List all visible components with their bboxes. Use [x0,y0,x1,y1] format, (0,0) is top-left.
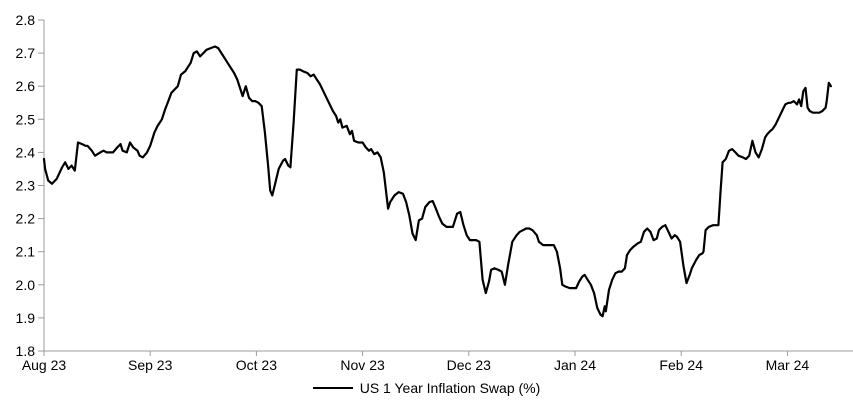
y-tick-label: 2.7 [16,45,36,61]
y-tick-label: 2.2 [16,211,36,227]
y-tick-label: 2.0 [16,277,36,293]
x-tick-label: Mar 24 [766,357,810,373]
x-tick-label: Feb 24 [659,357,703,373]
x-tick-label: Aug 23 [22,357,67,373]
y-tick-label: 2.4 [16,144,36,160]
legend-label: US 1 Year Inflation Swap (%) [359,380,541,396]
y-tick-label: 2.8 [16,12,36,28]
x-tick-label: Nov 23 [340,357,385,373]
y-tick-label: 2.3 [16,178,36,194]
y-tick-label: 2.6 [16,78,36,94]
legend-line-marker [312,387,353,389]
legend: US 1 Year Inflation Swap (%) [0,378,853,398]
y-tick-label: 1.9 [16,310,36,326]
inflation-swap-series-line [42,45,833,318]
x-tick-label: Dec 23 [447,357,492,373]
y-tick-label: 2.1 [16,244,36,260]
y-tick-label: 1.8 [16,343,36,359]
x-tick-label: Jan 24 [554,357,596,373]
y-tick-label: 2.5 [16,111,36,127]
x-tick-label: Sep 23 [128,357,173,373]
x-tick-label: Oct 23 [236,357,277,373]
